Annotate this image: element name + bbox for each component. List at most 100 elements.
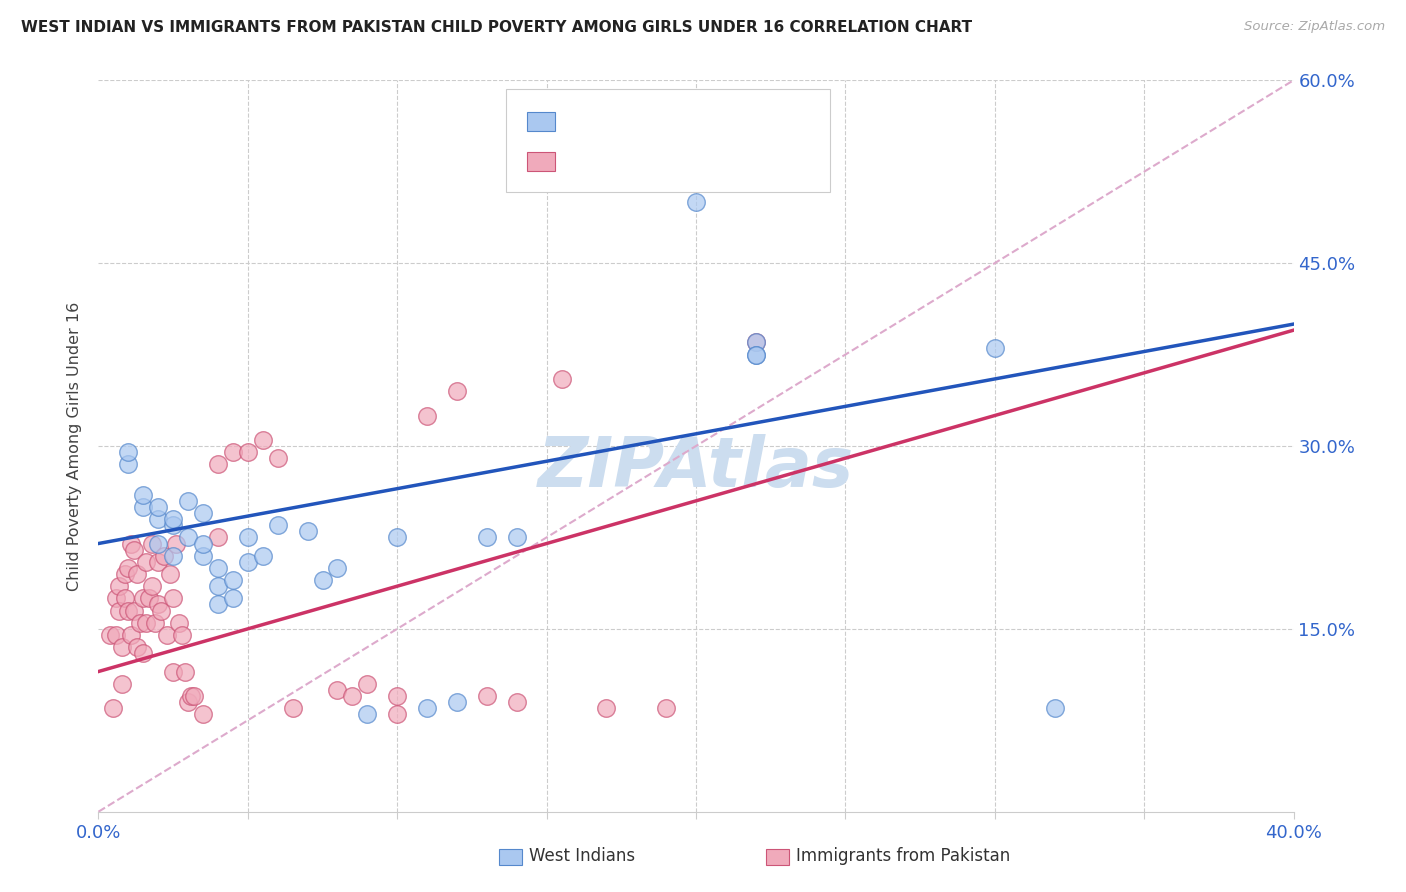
- Text: R =: R =: [564, 152, 603, 169]
- Point: [207, 457, 229, 471]
- Point: [162, 549, 184, 563]
- Point: [475, 530, 498, 544]
- Point: [281, 701, 304, 715]
- Point: [138, 591, 160, 606]
- Point: [114, 591, 136, 606]
- Point: [207, 530, 229, 544]
- Point: [236, 530, 259, 544]
- Point: [1043, 701, 1066, 715]
- Point: [177, 530, 200, 544]
- Point: [148, 555, 170, 569]
- Point: [98, 628, 122, 642]
- Point: [207, 561, 229, 575]
- Point: [326, 682, 349, 697]
- Point: [252, 433, 274, 447]
- Point: [117, 603, 139, 617]
- Point: [685, 195, 707, 210]
- Point: [446, 695, 468, 709]
- Point: [148, 598, 170, 612]
- Point: [141, 536, 163, 550]
- Text: 0.407: 0.407: [598, 152, 654, 169]
- Point: [222, 591, 245, 606]
- Point: [506, 695, 529, 709]
- Point: [117, 457, 139, 471]
- Point: [124, 603, 146, 617]
- Point: [117, 445, 139, 459]
- Point: [267, 518, 290, 533]
- Point: [356, 676, 378, 690]
- Point: [143, 615, 166, 630]
- Text: R =: R =: [564, 112, 603, 129]
- Point: [745, 335, 768, 350]
- Point: [174, 665, 197, 679]
- Point: [172, 628, 194, 642]
- Point: [148, 536, 170, 550]
- Point: [385, 530, 409, 544]
- Point: [745, 347, 768, 362]
- Point: [167, 615, 190, 630]
- Point: [162, 518, 184, 533]
- Point: [183, 689, 205, 703]
- Point: [153, 549, 176, 563]
- Point: [207, 598, 229, 612]
- Text: N =: N =: [658, 152, 697, 169]
- Point: [177, 494, 200, 508]
- Point: [162, 591, 184, 606]
- Point: [984, 342, 1007, 356]
- Point: [416, 409, 439, 423]
- Point: [342, 689, 364, 703]
- Text: 0.337: 0.337: [598, 112, 654, 129]
- Point: [105, 628, 128, 642]
- Point: [132, 488, 155, 502]
- Point: [191, 506, 214, 520]
- Point: [135, 555, 157, 569]
- Point: [550, 372, 572, 386]
- Point: [108, 603, 131, 617]
- Point: [127, 640, 149, 655]
- Point: [120, 536, 142, 550]
- Point: [385, 689, 409, 703]
- Point: [745, 347, 768, 362]
- Point: [162, 665, 184, 679]
- Point: [177, 695, 200, 709]
- Point: [191, 549, 214, 563]
- Text: 63: 63: [689, 152, 714, 169]
- Point: [132, 591, 155, 606]
- Point: [267, 451, 290, 466]
- Point: [297, 524, 319, 539]
- Point: [236, 555, 259, 569]
- Point: [506, 530, 529, 544]
- Text: 39: 39: [689, 112, 714, 129]
- Text: ZIPAtlas: ZIPAtlas: [538, 434, 853, 501]
- Point: [385, 707, 409, 722]
- Point: [132, 646, 155, 660]
- Point: [105, 591, 128, 606]
- Point: [475, 689, 498, 703]
- Point: [129, 615, 152, 630]
- Point: [148, 500, 170, 514]
- Point: [222, 445, 245, 459]
- Y-axis label: Child Poverty Among Girls Under 16: Child Poverty Among Girls Under 16: [67, 301, 83, 591]
- Point: [111, 676, 134, 690]
- Point: [132, 500, 155, 514]
- Point: [655, 701, 678, 715]
- Point: [103, 701, 125, 715]
- Point: [127, 567, 149, 582]
- Text: Immigrants from Pakistan: Immigrants from Pakistan: [796, 847, 1010, 865]
- Point: [416, 701, 439, 715]
- Point: [120, 628, 142, 642]
- Point: [222, 573, 245, 587]
- Point: [180, 689, 202, 703]
- Point: [252, 549, 274, 563]
- Point: [159, 567, 181, 582]
- Point: [156, 628, 179, 642]
- Point: [191, 536, 214, 550]
- Text: N =: N =: [658, 112, 697, 129]
- Point: [111, 640, 134, 655]
- Point: [135, 615, 157, 630]
- Point: [117, 561, 139, 575]
- Point: [595, 701, 617, 715]
- Text: WEST INDIAN VS IMMIGRANTS FROM PAKISTAN CHILD POVERTY AMONG GIRLS UNDER 16 CORRE: WEST INDIAN VS IMMIGRANTS FROM PAKISTAN …: [21, 20, 972, 35]
- Point: [326, 561, 349, 575]
- Point: [207, 579, 229, 593]
